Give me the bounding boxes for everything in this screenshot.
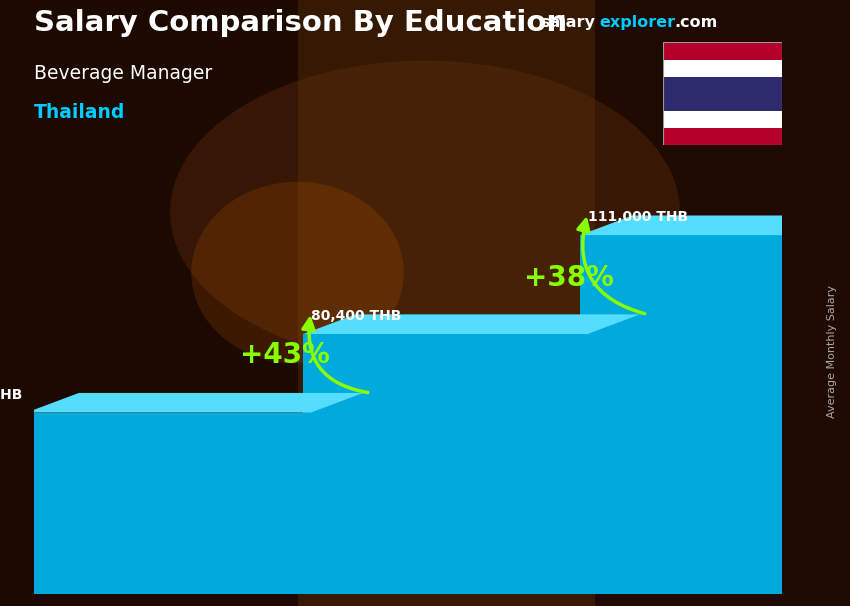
Text: +38%: +38% [524, 264, 614, 292]
Text: +43%: +43% [240, 341, 330, 369]
Bar [663, 77, 782, 111]
Text: explorer: explorer [599, 15, 676, 30]
Text: Beverage Manager: Beverage Manager [34, 64, 212, 82]
Bar [0, 0, 298, 606]
Bar [663, 59, 782, 77]
Polygon shape [303, 315, 640, 334]
Bar [663, 111, 782, 128]
Bar [26, 413, 311, 594]
Text: 56,100 THB: 56,100 THB [0, 388, 23, 402]
Bar [663, 42, 782, 59]
Text: salary: salary [540, 15, 595, 30]
Text: .com: .com [674, 15, 717, 30]
Polygon shape [580, 216, 850, 235]
Ellipse shape [191, 182, 404, 364]
Text: 111,000 THB: 111,000 THB [587, 210, 688, 224]
Text: 80,400 THB: 80,400 THB [311, 309, 401, 323]
Bar [663, 128, 782, 145]
Bar [595, 0, 850, 606]
Bar [580, 235, 850, 594]
Polygon shape [26, 393, 363, 413]
Polygon shape [587, 315, 640, 594]
Text: Thailand: Thailand [34, 103, 126, 122]
Ellipse shape [170, 61, 680, 364]
Bar [298, 0, 595, 606]
Text: Salary Comparison By Education: Salary Comparison By Education [34, 9, 567, 37]
Text: Average Monthly Salary: Average Monthly Salary [827, 285, 837, 418]
Polygon shape [311, 393, 363, 594]
Bar [303, 334, 587, 594]
